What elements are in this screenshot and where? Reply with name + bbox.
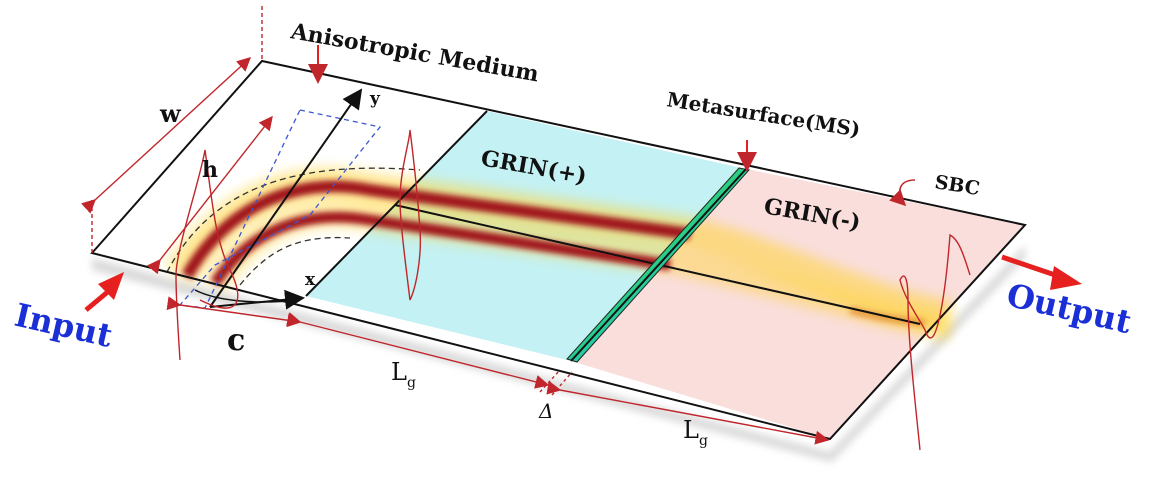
output-arrow	[1001, 254, 1082, 290]
input-label: Input	[11, 296, 116, 355]
y-label: y	[369, 89, 381, 109]
lg-label-2: Lg	[683, 416, 708, 449]
lg-label-1: Lg	[391, 358, 416, 391]
pointer-arrows	[308, 45, 916, 207]
w-label: w	[159, 99, 182, 128]
x-label: x	[305, 270, 316, 290]
c-label: c	[227, 323, 245, 358]
delta-label: Δ	[538, 399, 553, 423]
input-arrow	[84, 272, 124, 312]
beam-core	[848, 306, 926, 327]
sbc-label: SBC	[933, 171, 981, 200]
dimension-lines	[80, 6, 830, 445]
h-label: h	[202, 157, 218, 183]
metasurface-label: Metasurface(MS)	[665, 87, 862, 141]
